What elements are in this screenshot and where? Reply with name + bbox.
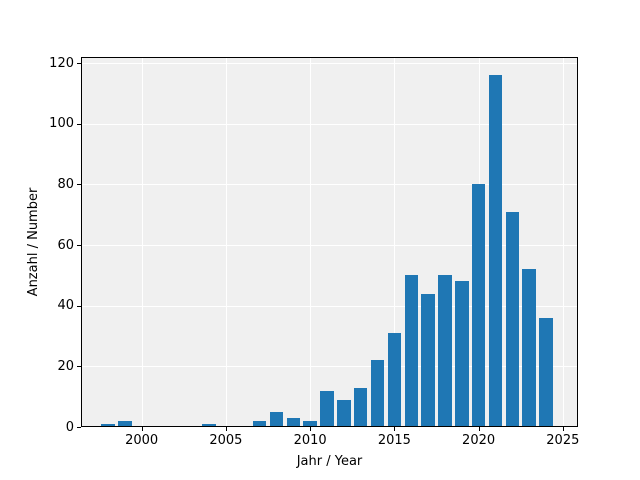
x-tick-mark <box>310 427 312 431</box>
bar-2018 <box>438 275 452 427</box>
bar-2024 <box>539 317 553 427</box>
x-tick-mark <box>225 427 227 431</box>
bar-2007 <box>252 420 267 427</box>
bar-2017 <box>421 293 435 427</box>
y-tick-mark <box>77 245 81 247</box>
bar-2012 <box>337 399 351 427</box>
bar-2011 <box>320 390 334 427</box>
h-gridline <box>81 366 578 368</box>
y-tick-label: 60 <box>57 237 74 253</box>
bar-2020 <box>471 184 486 427</box>
y-tick-mark <box>77 123 81 125</box>
v-gridline <box>225 57 227 427</box>
x-tick-mark <box>562 427 564 431</box>
bar-1998 <box>101 424 115 427</box>
bar-2009 <box>286 417 300 427</box>
y-tick-mark <box>77 366 81 368</box>
x-tick-label: 2020 <box>462 433 496 448</box>
x-tick-label: 2015 <box>377 433 411 448</box>
v-gridline <box>562 57 564 427</box>
y-tick-mark <box>77 63 81 65</box>
bar-2004 <box>202 424 216 427</box>
h-gridline <box>81 245 578 247</box>
bar-2022 <box>505 211 520 427</box>
y-tick-mark <box>77 305 81 307</box>
x-tick-label: 2005 <box>209 433 243 448</box>
bar-2015 <box>387 333 402 427</box>
bar-2014 <box>370 360 385 427</box>
y-tick-mark <box>77 427 81 428</box>
bar-1999 <box>118 420 132 427</box>
y-tick-label: 40 <box>57 298 74 314</box>
y-tick-label: 120 <box>49 55 74 71</box>
x-tick-label: 2010 <box>293 433 327 448</box>
h-gridline <box>81 305 578 307</box>
x-tick-mark <box>394 427 396 431</box>
y-axis-label: Anzahl / Number <box>26 187 41 297</box>
v-gridline <box>310 57 312 427</box>
bar-2016 <box>404 275 418 427</box>
bar-2021 <box>488 75 503 427</box>
y-tick-mark <box>77 184 81 186</box>
x-axis-label: Jahr / Year <box>296 454 363 469</box>
h-gridline <box>81 63 578 65</box>
y-tick-label: 80 <box>57 176 74 192</box>
plot-area <box>81 57 578 427</box>
h-gridline <box>81 184 578 186</box>
bar-2010 <box>303 420 317 427</box>
bar-2023 <box>522 269 536 427</box>
y-tick-label: 0 <box>65 419 74 435</box>
bar-2008 <box>269 411 284 427</box>
y-tick-label: 20 <box>57 358 74 374</box>
x-tick-label: 2000 <box>125 433 159 448</box>
bar-2019 <box>455 281 469 427</box>
x-tick-mark <box>141 427 143 431</box>
v-gridline <box>141 57 143 427</box>
bar-2013 <box>353 387 368 427</box>
x-tick-label: 2025 <box>546 433 580 448</box>
v-gridline <box>394 57 396 427</box>
y-tick-label: 100 <box>49 116 74 132</box>
x-tick-mark <box>478 427 480 431</box>
h-gridline <box>81 123 578 125</box>
